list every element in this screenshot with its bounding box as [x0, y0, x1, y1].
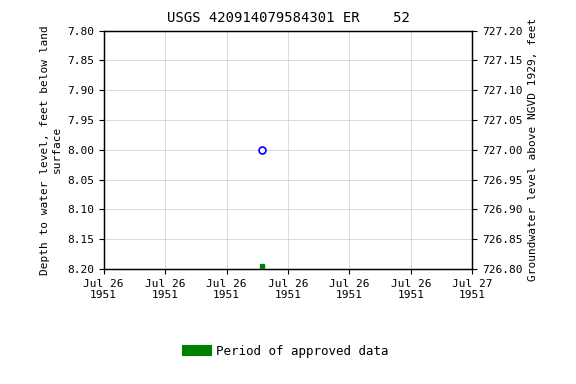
- Y-axis label: Groundwater level above NGVD 1929, feet: Groundwater level above NGVD 1929, feet: [528, 18, 538, 281]
- Y-axis label: Depth to water level, feet below land
surface: Depth to water level, feet below land su…: [40, 25, 62, 275]
- Title: USGS 420914079584301 ER    52: USGS 420914079584301 ER 52: [166, 12, 410, 25]
- Legend: Period of approved data: Period of approved data: [183, 339, 393, 362]
